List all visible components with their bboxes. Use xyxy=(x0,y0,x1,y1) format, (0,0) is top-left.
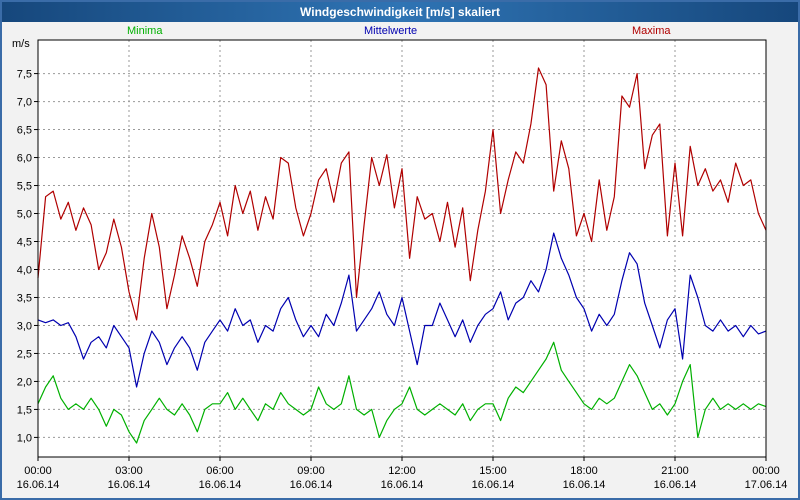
svg-text:7,0: 7,0 xyxy=(17,97,32,109)
svg-text:09:00: 09:00 xyxy=(297,465,325,477)
svg-text:1,0: 1,0 xyxy=(17,432,32,444)
svg-text:16.06.14: 16.06.14 xyxy=(199,479,242,491)
svg-text:16.06.14: 16.06.14 xyxy=(290,479,333,491)
svg-text:6,0: 6,0 xyxy=(17,153,32,165)
window-title: Windgeschwindigkeit [m/s] skaliert xyxy=(300,5,500,19)
svg-text:06:00: 06:00 xyxy=(206,465,234,477)
svg-text:3,0: 3,0 xyxy=(17,320,32,332)
svg-text:16.06.14: 16.06.14 xyxy=(108,479,151,491)
legend-mittelwerte: Mittelwerte xyxy=(364,25,418,37)
chart-area: Minima Mittelwerte Maxima m/s 7,5 7,0 6,5 6… xyxy=(2,22,798,498)
svg-text:16.06.14: 16.06.14 xyxy=(381,479,424,491)
svg-text:3,5: 3,5 xyxy=(17,292,32,304)
svg-text:4,0: 4,0 xyxy=(17,264,32,276)
svg-text:12:00: 12:00 xyxy=(388,465,416,477)
svg-text:15:00: 15:00 xyxy=(479,465,507,477)
svg-text:21:00: 21:00 xyxy=(661,465,689,477)
legend-minima: Minima xyxy=(127,25,163,37)
svg-text:5,5: 5,5 xyxy=(17,181,32,193)
svg-text:03:00: 03:00 xyxy=(115,465,143,477)
svg-text:00:00: 00:00 xyxy=(752,465,780,477)
svg-text:5,0: 5,0 xyxy=(17,209,32,221)
title-bar: Windgeschwindigkeit [m/s] skaliert xyxy=(2,2,798,22)
svg-text:2,0: 2,0 xyxy=(17,376,32,388)
svg-text:16.06.14: 16.06.14 xyxy=(472,479,515,491)
y-axis-unit-label: m/s xyxy=(12,38,30,50)
svg-text:2,5: 2,5 xyxy=(17,348,32,360)
svg-text:4,5: 4,5 xyxy=(17,237,32,249)
svg-text:00:00: 00:00 xyxy=(24,465,52,477)
svg-text:16.06.14: 16.06.14 xyxy=(17,479,60,491)
svg-text:16.06.14: 16.06.14 xyxy=(563,479,606,491)
svg-text:17.06.14: 17.06.14 xyxy=(745,479,788,491)
legend-maxima: Maxima xyxy=(632,25,671,37)
svg-text:1,5: 1,5 xyxy=(17,404,32,416)
wind-speed-chart: 7,5 7,0 6,5 6,0 5,5 5,0 4,5 4,0 3,5 3,0 2,5 2,0 1,5 1… xyxy=(17,39,788,491)
svg-text:16.06.14: 16.06.14 xyxy=(654,479,697,491)
svg-text:7,5: 7,5 xyxy=(17,69,32,81)
svg-text:18:00: 18:00 xyxy=(570,465,598,477)
svg-text:6,5: 6,5 xyxy=(17,125,32,137)
